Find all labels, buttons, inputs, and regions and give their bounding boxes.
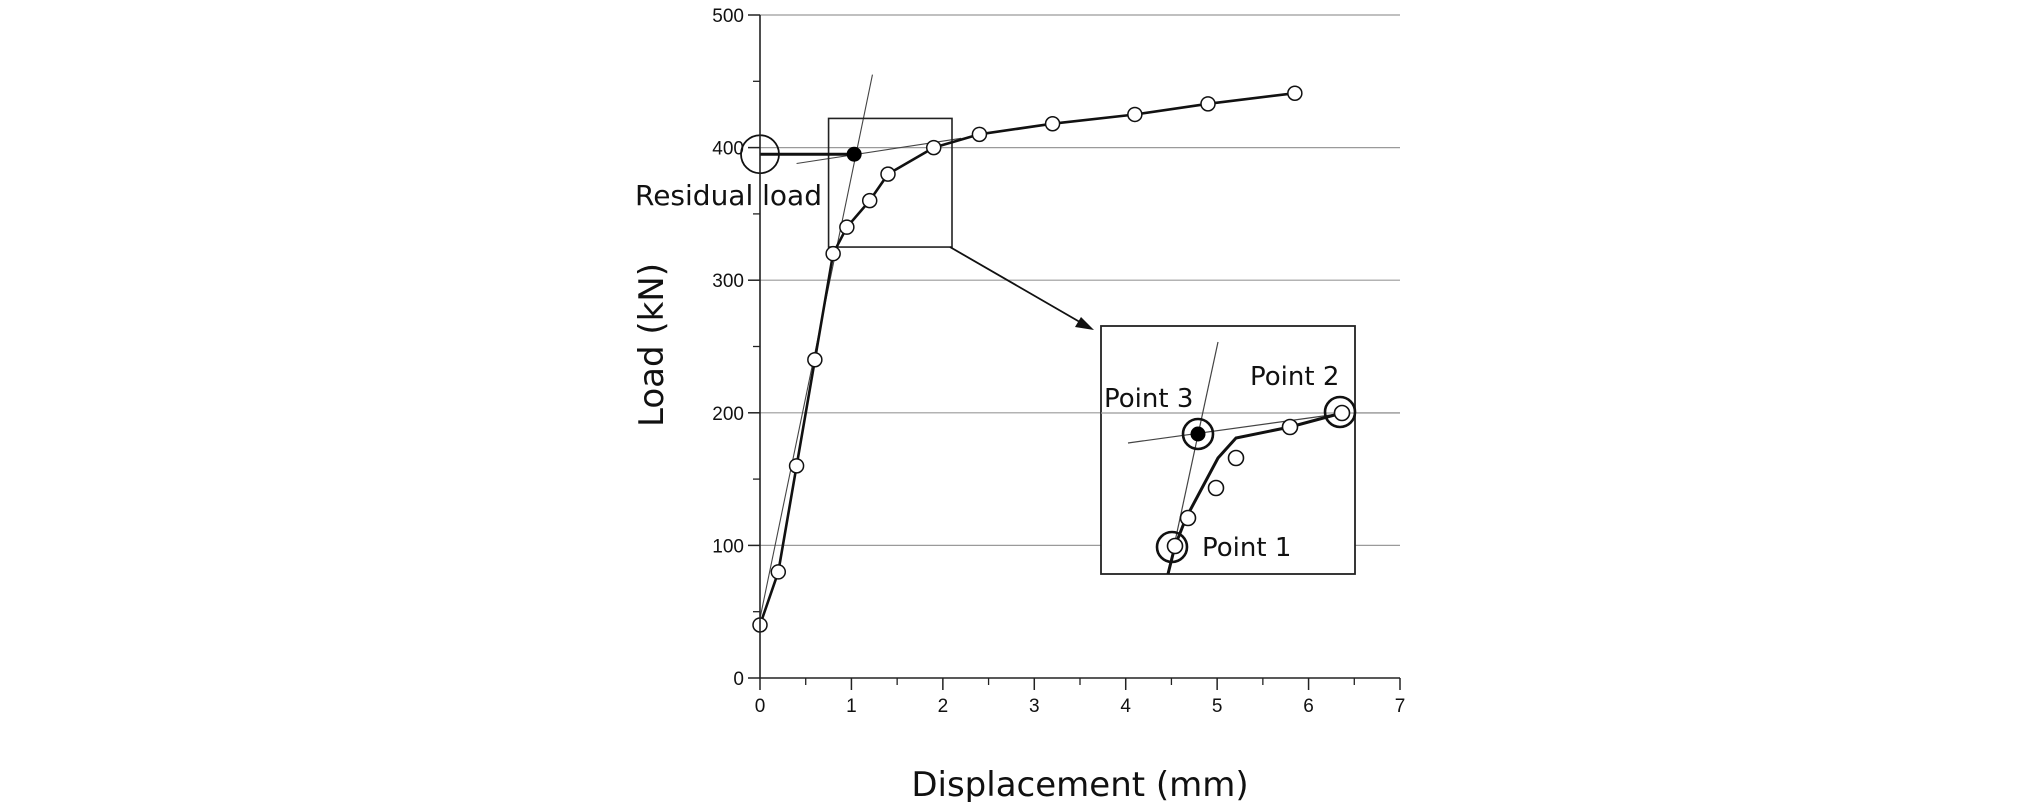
y-tick-label: 100: [712, 536, 744, 557]
inset-tangent-steep: [1167, 341, 1219, 575]
x-tick-label: 0: [755, 696, 766, 717]
inset-label-point-1: Point 1: [1202, 533, 1291, 563]
y-tick-label: 400: [712, 139, 744, 160]
y-tick-label: 0: [733, 669, 744, 690]
data-point: [1200, 96, 1216, 112]
zoom-arrow-head: [1075, 317, 1094, 330]
data-point: [839, 219, 855, 235]
residual-load-marker: [740, 134, 862, 175]
data-point: [1287, 85, 1303, 101]
zoom-arrow: [949, 246, 1094, 330]
x-tick-label: 2: [938, 696, 949, 717]
inset-data-point: [1281, 418, 1299, 436]
zoom-rectangle: [827, 117, 953, 248]
inset-data-point: [1166, 537, 1184, 555]
series: [752, 85, 1303, 633]
y-tick-label: 300: [712, 271, 744, 292]
data-point: [925, 139, 942, 156]
y-tick-label: 200: [712, 404, 744, 425]
data-point: [880, 166, 896, 182]
x-tick-label: 3: [1029, 696, 1040, 717]
series-line: [758, 91, 1296, 626]
data-point: [770, 564, 787, 580]
data-point: [861, 192, 878, 209]
y-tick-label: 500: [712, 6, 744, 27]
x-tick-label: 4: [1120, 696, 1131, 717]
x-tick-label: 7: [1395, 696, 1406, 717]
zoom-region: [827, 117, 953, 248]
inset-data-point: [1227, 449, 1245, 467]
y-axis-title: Load (kN): [632, 263, 672, 427]
inset-data-point: [1207, 479, 1225, 497]
data-point: [788, 458, 805, 474]
inset-frame: [1100, 325, 1356, 575]
zoom-arrow-line: [949, 246, 1086, 326]
residual-load-label: Residual load: [635, 179, 822, 212]
zoom-inset: Point 1 Point 2 Point 3: [1100, 325, 1400, 575]
data-point: [971, 126, 988, 143]
inset-tangent-shallow: [1127, 412, 1346, 444]
data-point: [825, 245, 841, 262]
inset-label-point-3: Point 3: [1104, 384, 1193, 414]
inset-point-1-ring: [1155, 530, 1189, 564]
x-tick-label: 5: [1212, 696, 1223, 717]
x-tick-label: 1: [846, 696, 857, 717]
data-point: [807, 352, 823, 368]
data-point: [1127, 106, 1143, 123]
ticks: 0 100 200 300 400 500 0 1 2 3 4 5 6 7: [712, 6, 1405, 717]
inset-data-point: [1179, 509, 1197, 527]
inset-point-3-dot: [1190, 426, 1206, 442]
inset-point-2-ring: [1323, 395, 1357, 429]
inset-label-point-2: Point 2: [1250, 362, 1339, 392]
x-tick-label: 6: [1303, 696, 1314, 717]
data-point: [1044, 115, 1061, 132]
residual-load-point: [846, 146, 862, 162]
inset-point-3-ring: [1181, 417, 1215, 451]
x-axis-title: Displacement (mm): [911, 765, 1248, 802]
inset-data-point: [1333, 404, 1351, 422]
